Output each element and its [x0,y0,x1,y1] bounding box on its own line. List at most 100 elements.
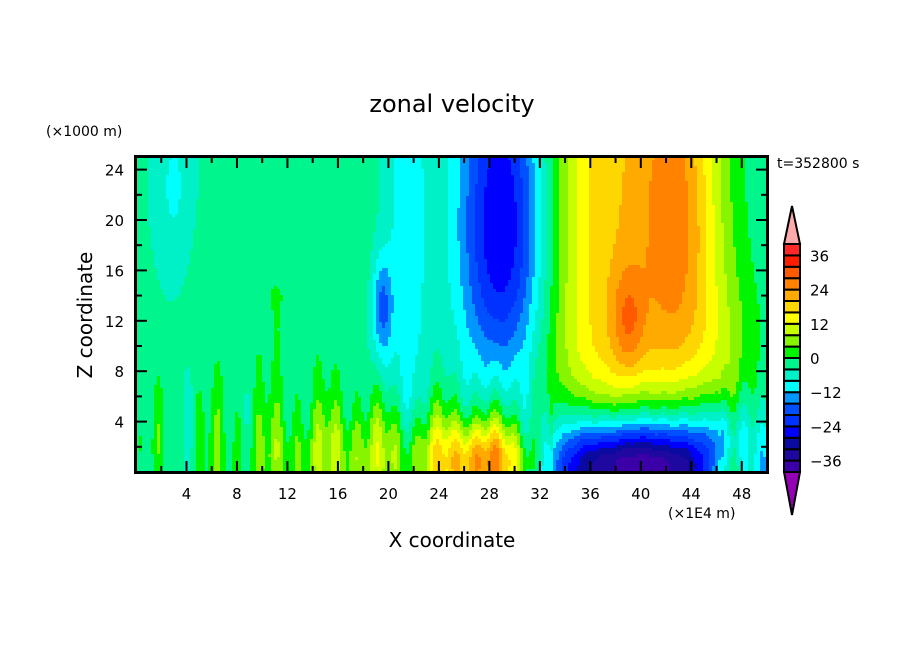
field-cell [682,223,685,226]
field-cell [448,169,451,172]
field-cell [505,169,508,172]
field-cell [181,202,184,205]
field-cell [469,205,472,208]
field-cell [634,175,637,178]
field-cell [607,196,610,199]
field-cell [214,169,217,172]
field-cell [709,172,712,175]
field-cell [364,202,367,205]
field-cell [430,193,433,196]
field-cell [394,178,397,181]
field-cell [172,184,175,187]
field-cell [577,160,580,163]
field-cell [568,205,571,208]
field-cell [649,202,652,205]
field-cell [592,211,595,214]
field-cell [418,217,421,220]
field-cell [544,202,547,205]
field-cell [145,184,148,187]
field-cell [391,223,394,226]
field-cell [679,217,682,220]
field-cell [634,199,637,202]
field-cell [385,226,388,229]
field-cell [307,214,310,217]
field-cell [643,175,646,178]
field-cell [403,226,406,229]
field-cell [547,199,550,202]
field-cell [610,178,613,181]
field-cell [604,163,607,166]
field-cell [160,181,163,184]
field-cell [349,190,352,193]
field-cell [373,193,376,196]
field-cell [232,220,235,223]
field-cell [679,190,682,193]
field-cell [295,169,298,172]
field-cell [205,217,208,220]
field-cell [622,199,625,202]
field-cell [622,178,625,181]
field-cell [688,187,691,190]
field-cell [262,214,265,217]
field-cell [559,208,562,211]
field-cell [643,187,646,190]
field-cell [220,160,223,163]
field-cell [382,169,385,172]
field-cell [568,208,571,211]
field-cell [634,211,637,214]
field-cell [394,187,397,190]
field-cell [253,193,256,196]
field-cell [748,220,751,223]
field-cell [526,199,529,202]
field-cell [463,208,466,211]
field-cell [307,196,310,199]
field-cell [403,160,406,163]
field-cell [577,214,580,217]
field-cell [745,181,748,184]
field-cell [511,226,514,229]
field-cell [508,205,511,208]
field-cell [508,184,511,187]
field-cell [250,175,253,178]
field-cell [208,220,211,223]
field-cell [748,193,751,196]
field-cell [640,196,643,199]
field-cell [643,178,646,181]
field-cell [544,214,547,217]
field-cell [226,214,229,217]
field-cell [610,175,613,178]
field-cell [412,205,415,208]
field-cell [490,178,493,181]
field-cell [304,205,307,208]
field-cell [556,196,559,199]
field-cell [505,208,508,211]
field-cell [523,175,526,178]
field-cell [409,190,412,193]
field-cell [208,214,211,217]
field-cell [568,220,571,223]
field-cell [427,178,430,181]
field-cell [199,211,202,214]
field-cell [397,217,400,220]
field-cell [688,202,691,205]
field-cell [703,202,706,205]
field-cell [346,163,349,166]
field-cell [262,196,265,199]
field-cell [289,205,292,208]
field-cell [142,166,145,169]
field-cell [394,202,397,205]
field-cell [400,211,403,214]
field-cell [274,172,277,175]
field-cell [319,208,322,211]
field-cell [166,184,169,187]
field-cell [409,196,412,199]
field-cell [358,178,361,181]
field-cell [631,172,634,175]
field-cell [610,208,613,211]
field-cell [658,190,661,193]
field-cell [427,172,430,175]
field-cell [739,208,742,211]
field-cell [580,163,583,166]
field-cell [466,220,469,223]
field-cell [532,187,535,190]
